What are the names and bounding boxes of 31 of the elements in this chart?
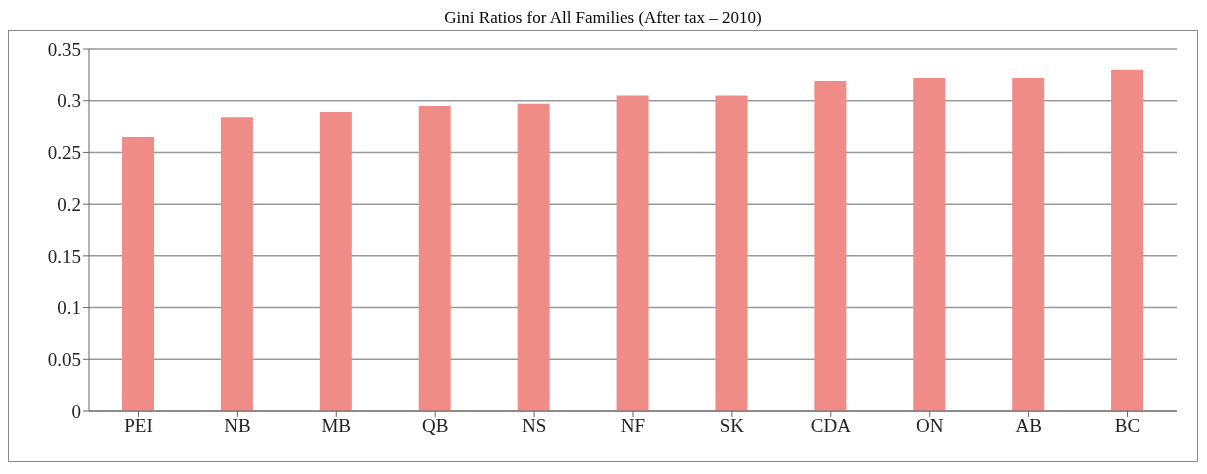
bar	[418, 105, 451, 411]
x-tick-label: NB	[224, 415, 251, 437]
y-tick-label: 0	[71, 400, 81, 422]
bar	[122, 136, 154, 411]
y-tick-label: 0.3	[57, 90, 81, 112]
bar	[319, 112, 352, 411]
x-tick-label: BC	[1114, 415, 1141, 437]
x-tick-label: ON	[916, 415, 944, 437]
x-tick-label: SK	[719, 415, 745, 437]
x-tick-label: PEI	[124, 415, 153, 437]
bar	[616, 95, 649, 411]
bar	[913, 77, 946, 411]
bar	[715, 95, 748, 411]
bar	[1111, 69, 1144, 411]
bar	[814, 81, 847, 411]
bar	[517, 103, 550, 411]
y-tick-label: 0.05	[47, 349, 81, 371]
x-tick-label: AB	[1015, 415, 1042, 437]
x-tick-label: MB	[321, 415, 352, 437]
y-tick-label: 0.35	[47, 38, 81, 60]
chart-title: Gini Ratios for All Families (After tax – 2010)	[443, 8, 763, 29]
x-tick-label: QB	[421, 415, 449, 437]
bar	[220, 117, 253, 411]
y-tick-label: 0.25	[47, 142, 81, 164]
x-tick-label: CDA	[810, 415, 852, 437]
y-tick-label: 0.15	[47, 245, 81, 267]
y-tick-label: 0.2	[57, 193, 81, 215]
y-tick-label: 0.1	[57, 297, 81, 319]
x-tick-label: NS	[521, 415, 547, 437]
x-tick-label: NF	[620, 415, 646, 437]
bar	[1012, 77, 1045, 411]
